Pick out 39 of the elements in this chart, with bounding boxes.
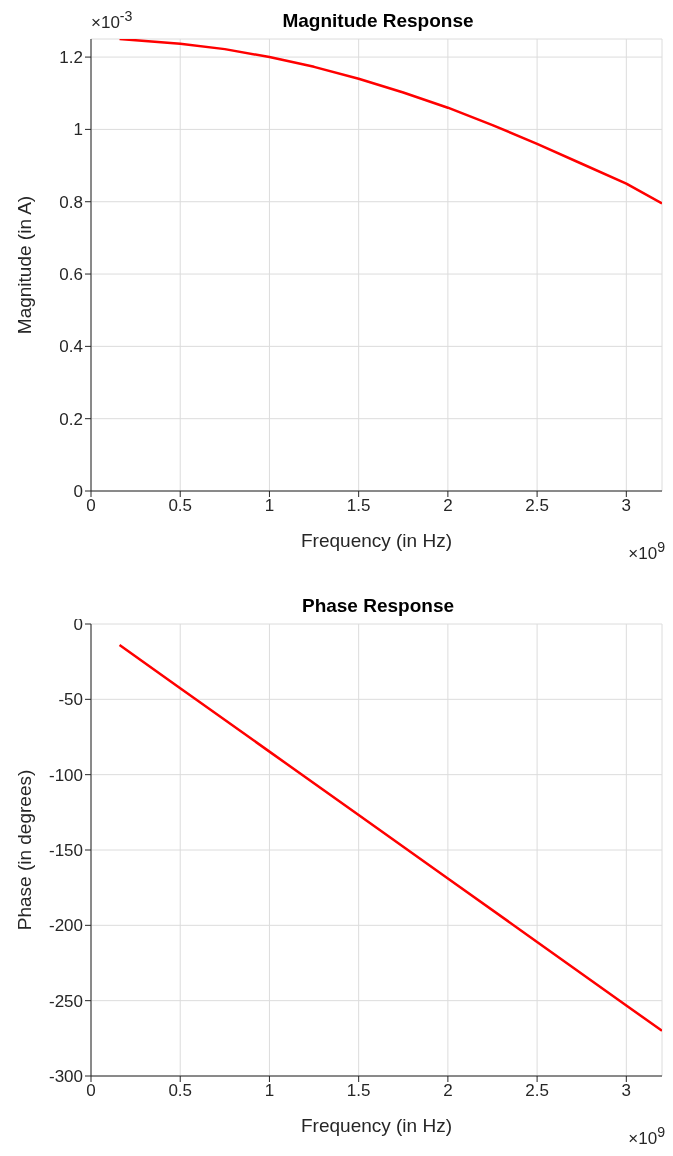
x-tick-label: 0.5 (168, 496, 193, 516)
line-series (118, 643, 662, 1033)
x-tick-label: 2 (443, 496, 453, 516)
x-tick-label: 1 (264, 1081, 275, 1101)
x-tick-label: 0 (86, 496, 96, 516)
y-tick-label: 0.4 (59, 337, 83, 357)
x-tick-label: 1 (264, 496, 275, 516)
x-tick-label: 3 (621, 1081, 632, 1101)
x-tick-label: 1.5 (346, 1081, 371, 1101)
y-tick-label: 0.8 (59, 192, 83, 212)
y-tick-label: -250 (48, 991, 83, 1011)
y-tick-label: -200 (48, 916, 83, 936)
y-tick-label: -150 (48, 841, 83, 861)
y-tick-label: -300 (48, 1067, 83, 1087)
text: ×10$^{-3}$ (91, 8, 133, 33)
x-axis-title: Frequency (in Hz) (301, 1115, 452, 1136)
x-tick-label: 2 (443, 1081, 453, 1101)
y-tick-label: 0 (73, 615, 83, 635)
x-tick-label: 1.5 (346, 496, 371, 516)
y-axis-title: Magnitude (in A) (13, 195, 35, 335)
chart-title: Magnitude Response (282, 10, 474, 31)
text: ×10$^{9}$ (628, 539, 665, 564)
x-tick-label: 0 (86, 1081, 96, 1101)
y-tick-label: -100 (48, 765, 83, 785)
chart-title: Phase Response (300, 594, 456, 618)
y-tick-label: 0.2 (59, 409, 83, 429)
x-tick-label: 3 (621, 496, 632, 516)
y-tick-label: 1 (73, 120, 83, 140)
x-tick-label: 2.5 (525, 496, 549, 516)
y-tick-label: 1.2 (59, 48, 83, 68)
text: ×10$^{9}$ (628, 1124, 665, 1149)
y-tick-label: 0.6 (59, 265, 83, 285)
line-series (118, 39, 662, 205)
x-axis-title: Frequency (in Hz) (301, 530, 452, 551)
x-tick-label: 2.5 (525, 1081, 549, 1101)
y-tick-label: 0 (73, 482, 83, 502)
y-tick-label: -50 (58, 690, 83, 710)
x-tick-label: 0.5 (168, 1081, 193, 1101)
y-axis-title: Phase (in degrees) (13, 769, 35, 931)
